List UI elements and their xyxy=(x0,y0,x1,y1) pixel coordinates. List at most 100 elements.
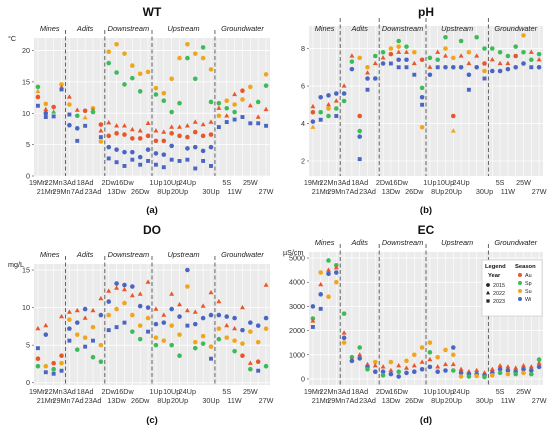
data-point xyxy=(489,57,495,62)
x-tick-label: 16Dw xyxy=(115,178,134,187)
data-point xyxy=(192,119,198,124)
data-point xyxy=(185,323,190,328)
data-point xyxy=(529,65,534,70)
x-tick-label: 10Up xyxy=(437,387,454,396)
x-tick-label: 7Ad xyxy=(346,396,359,405)
data-point xyxy=(326,294,331,300)
data-point xyxy=(232,325,238,331)
x-tick-label: 29Mn xyxy=(327,396,345,405)
data-point xyxy=(59,87,64,92)
data-point xyxy=(521,33,526,38)
data-point xyxy=(232,117,237,122)
data-point xyxy=(419,366,425,372)
data-point xyxy=(185,55,190,61)
data-point xyxy=(169,157,174,162)
data-point xyxy=(153,342,159,348)
data-point xyxy=(357,134,363,139)
chart-title: DO xyxy=(143,223,161,237)
data-point xyxy=(404,365,409,370)
data-point xyxy=(153,321,159,327)
data-point xyxy=(114,131,119,136)
data-point xyxy=(130,284,135,289)
data-point xyxy=(505,60,511,66)
data-point xyxy=(357,128,363,134)
data-point xyxy=(326,106,331,111)
panel-label: (c) xyxy=(146,415,158,426)
data-point xyxy=(248,320,253,325)
data-point xyxy=(59,82,64,87)
legend-box xyxy=(481,259,543,317)
group-label: Downstream xyxy=(382,24,423,33)
data-point xyxy=(365,366,370,372)
data-point xyxy=(349,66,355,72)
data-point xyxy=(240,353,245,358)
chart-title: EC xyxy=(418,223,435,237)
data-point xyxy=(185,267,190,273)
y-tick-label: 6 xyxy=(301,82,305,91)
legend-season-marker xyxy=(518,297,522,301)
data-point xyxy=(240,341,245,346)
data-point xyxy=(216,105,222,110)
data-point xyxy=(114,123,120,128)
data-point xyxy=(255,339,261,345)
data-point xyxy=(529,368,534,373)
x-tick-label: 16Dw xyxy=(390,178,409,187)
y-tick-label: 8 xyxy=(301,44,305,53)
data-point xyxy=(263,83,269,88)
data-point xyxy=(232,109,237,115)
data-point xyxy=(224,322,230,328)
data-point xyxy=(177,314,182,319)
y-tick-label: 2000 xyxy=(289,326,305,335)
data-point xyxy=(536,360,542,365)
x-tick-label: 26Dw xyxy=(131,396,150,405)
data-point xyxy=(122,51,127,56)
data-point xyxy=(451,64,456,70)
data-point xyxy=(357,113,363,119)
data-point xyxy=(51,104,56,110)
y-tick-label: 10 xyxy=(22,109,30,118)
data-point xyxy=(318,270,324,275)
data-point xyxy=(177,301,183,307)
data-point xyxy=(373,53,378,59)
data-point xyxy=(90,324,96,330)
x-tick-label: 29Mn xyxy=(53,187,71,196)
x-tick-label: 27W xyxy=(259,187,274,196)
data-point xyxy=(185,146,190,151)
x-tick-label: 18Ad xyxy=(77,178,94,187)
data-point xyxy=(169,76,174,82)
group-label: Adits xyxy=(76,250,94,259)
data-point xyxy=(365,64,370,70)
data-point xyxy=(137,136,143,141)
data-point xyxy=(43,110,49,116)
data-point xyxy=(106,156,111,161)
panel-do: Mines Adits Downstream Upstream Groundwater 0… xyxy=(8,223,274,426)
data-point xyxy=(248,84,253,90)
x-tick-label: 10Up xyxy=(163,387,180,396)
x-tick-label: 30Up xyxy=(202,396,219,405)
data-point xyxy=(334,106,339,111)
data-point xyxy=(451,368,456,373)
data-point xyxy=(153,151,159,156)
data-point xyxy=(458,64,464,70)
data-point xyxy=(357,352,363,357)
data-point xyxy=(536,364,542,370)
data-point xyxy=(365,70,370,75)
data-point xyxy=(82,114,88,120)
data-point xyxy=(83,123,88,128)
y-tick-label: 15 xyxy=(22,266,30,275)
data-point xyxy=(200,133,206,139)
group-label: Mines xyxy=(40,24,60,33)
legend-season-label: Su xyxy=(525,289,532,295)
data-point xyxy=(153,138,159,144)
data-point xyxy=(529,371,534,377)
data-point xyxy=(505,66,511,72)
data-point xyxy=(536,357,542,362)
x-tick-label: 19Mn xyxy=(29,387,47,396)
data-point xyxy=(209,164,213,168)
data-point xyxy=(137,128,143,133)
x-tick-label: 23Ad xyxy=(359,396,376,405)
data-point xyxy=(185,284,190,289)
x-tick-label: 26Dw xyxy=(405,396,424,405)
x-tick-label: 13Dw xyxy=(382,187,401,196)
data-point xyxy=(263,315,269,321)
